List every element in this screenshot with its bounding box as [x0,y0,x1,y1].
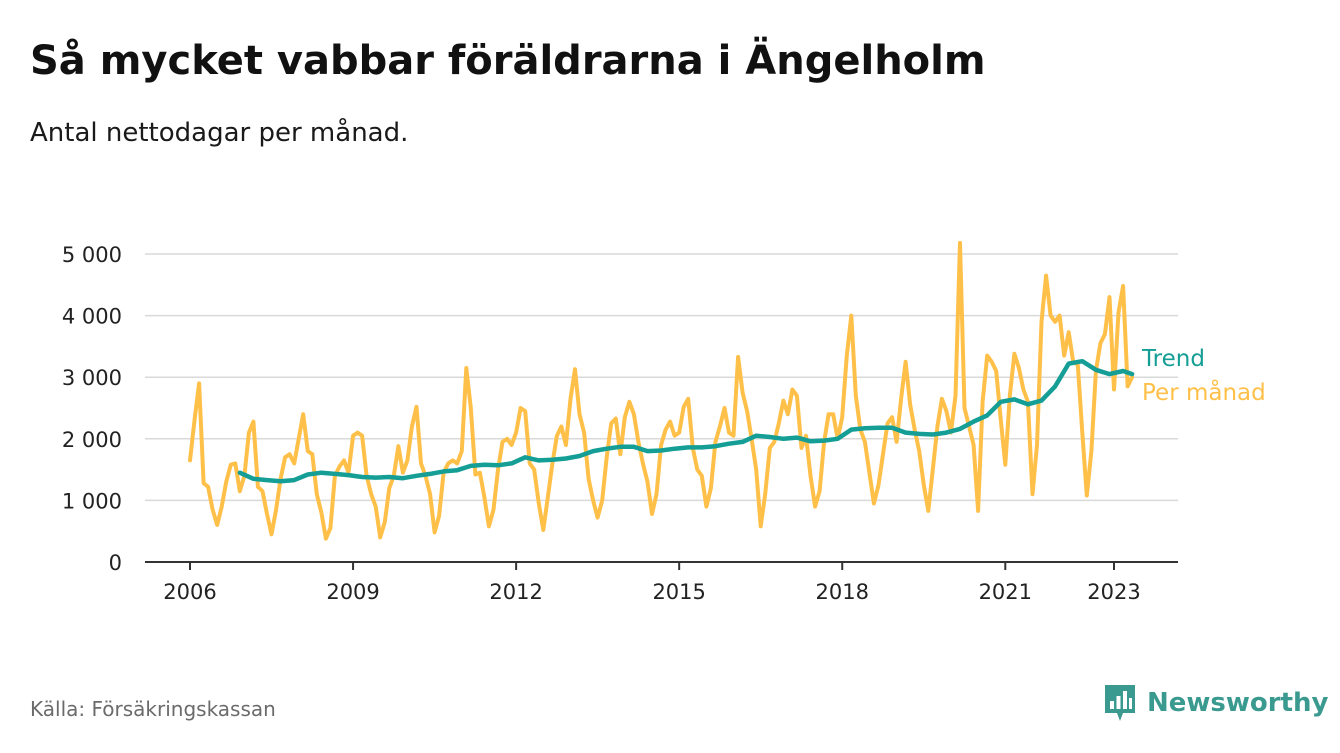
series-label-per-manad: Per månad [1142,378,1266,406]
y-tick-label: 4 000 [62,305,122,329]
newsworthy-logo-icon [1105,685,1135,721]
series-label-trend: Trend [1141,346,1205,372]
series-line-per-manad [188,240,1135,541]
x-tick-label: 2015 [652,580,705,604]
y-tick-label: 3 000 [62,366,122,390]
chart-title: Så mycket vabbar föräldrarna i Ängelholm [30,38,986,84]
series-label-layer: Trend Per månad [1141,346,1266,406]
x-tick-label: 2006 [163,580,216,604]
x-tick-label: 2009 [326,580,379,604]
x-tick-label: 2023 [1087,580,1140,604]
y-tick-label: 1 000 [62,489,122,513]
chart-subtitle: Antal nettodagar per månad. [30,118,409,148]
y-tick-label: 2 000 [62,428,122,452]
x-tick-label: 2012 [489,580,542,604]
x-tick-label: 2021 [979,580,1032,604]
series-layer [188,240,1135,541]
y-tick-label: 5 000 [62,243,122,267]
tick-label-layer: 0 1 000 2 000 3 000 4 000 5 000 2006 2009 2012 20… [62,243,1141,604]
source-note: Källa: Försäkringskassan [30,697,276,721]
brand-logo: Newsworthy [1103,683,1328,723]
brand-name: Newsworthy [1147,688,1329,718]
series-line-trend [237,358,1135,484]
x-tick-label: 2018 [816,580,869,604]
grid-layer [145,253,1178,563]
y-tick-label: 0 [109,551,122,575]
